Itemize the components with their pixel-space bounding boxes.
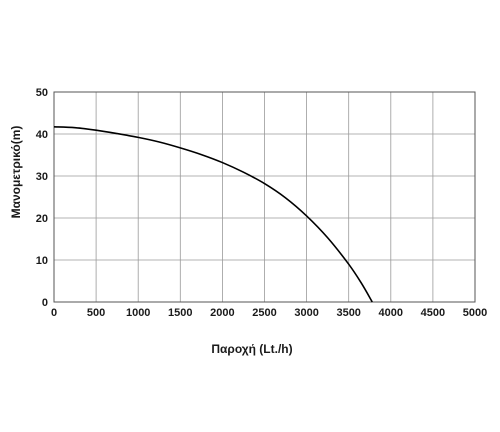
x-tick-label: 2000 xyxy=(210,307,234,319)
y-tick-label: 10 xyxy=(36,255,48,267)
y-tick-label: 20 xyxy=(36,213,48,225)
x-tick-label: 4000 xyxy=(379,307,403,319)
y-axis-ticks: 0 10 20 30 40 50 xyxy=(36,87,48,309)
y-tick-label: 50 xyxy=(36,87,48,99)
y-axis-title: Μανομετρικό(m) xyxy=(9,126,23,219)
x-tick-label: 3000 xyxy=(294,307,318,319)
x-tick-label: 2500 xyxy=(252,307,276,319)
x-tick-label: 0 xyxy=(51,307,57,319)
x-tick-label: 500 xyxy=(87,307,105,319)
x-tick-label: 4500 xyxy=(421,307,445,319)
grid-lines xyxy=(53,91,476,303)
pump-curve-line xyxy=(53,126,373,303)
x-tick-label: 1500 xyxy=(168,307,192,319)
plot-frame xyxy=(53,91,476,303)
series-layer xyxy=(53,126,373,303)
x-axis-ticks: 0 500 1000 1500 2000 2500 3000 3500 4000 4500 5000 xyxy=(51,307,487,319)
y-tick-label: 40 xyxy=(36,129,48,141)
y-tick-label: 30 xyxy=(36,171,48,183)
x-tick-label: 5000 xyxy=(463,307,487,319)
x-axis-title: Παροχή (Lt./h) xyxy=(211,342,292,356)
y-tick-label: 0 xyxy=(42,297,48,309)
x-tick-label: 3500 xyxy=(336,307,360,319)
x-tick-label: 1000 xyxy=(126,307,150,319)
